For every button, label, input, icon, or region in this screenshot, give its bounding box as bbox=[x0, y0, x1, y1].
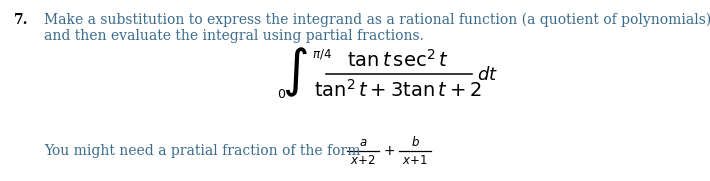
Text: You might need a pratial fraction of the form: You might need a pratial fraction of the… bbox=[44, 144, 365, 158]
Text: $x{+}2$: $x{+}2$ bbox=[350, 153, 376, 167]
Text: $+$: $+$ bbox=[383, 144, 395, 158]
Text: $x{+}1$: $x{+}1$ bbox=[403, 153, 427, 167]
Text: $\pi/4$: $\pi/4$ bbox=[312, 47, 332, 61]
Text: $a$: $a$ bbox=[359, 136, 367, 148]
Text: Make a substitution to express the integrand as a rational function (a quotient : Make a substitution to express the integ… bbox=[44, 13, 710, 27]
Text: 7.: 7. bbox=[14, 13, 28, 27]
Text: $\tan^2 t + 3\tan t + 2$: $\tan^2 t + 3\tan t + 2$ bbox=[315, 79, 482, 101]
Text: and then evaluate the integral using partial fractions.: and then evaluate the integral using par… bbox=[44, 29, 424, 43]
Text: $\tan t\,\sec^2 t$: $\tan t\,\sec^2 t$ bbox=[347, 49, 449, 71]
Text: $b$: $b$ bbox=[410, 135, 420, 149]
Text: $\int$: $\int$ bbox=[282, 45, 308, 99]
Text: $0$: $0$ bbox=[278, 87, 287, 100]
Text: $dt$: $dt$ bbox=[477, 66, 498, 84]
